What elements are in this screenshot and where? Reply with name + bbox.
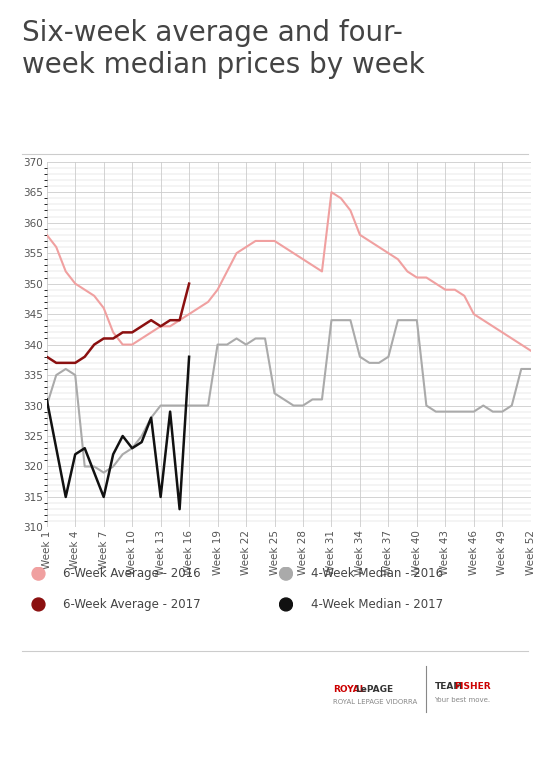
Text: LePAGE: LePAGE xyxy=(355,685,393,694)
Text: ROYAL LEPAGE VIDORRA: ROYAL LEPAGE VIDORRA xyxy=(333,699,417,705)
Text: TEAM: TEAM xyxy=(434,682,463,691)
Circle shape xyxy=(32,567,45,580)
Text: 4-Week Median - 2016: 4-Week Median - 2016 xyxy=(311,567,443,580)
Text: FISHER: FISHER xyxy=(454,682,491,691)
Text: Your best move.: Your best move. xyxy=(434,697,491,703)
Text: 6-Week Average - 2017: 6-Week Average - 2017 xyxy=(63,598,201,611)
Text: 4-Week Median - 2017: 4-Week Median - 2017 xyxy=(311,598,443,611)
Text: Six-week average and four-
week median prices by week: Six-week average and four- week median p… xyxy=(22,19,425,79)
Circle shape xyxy=(32,598,45,611)
Text: ROYAL: ROYAL xyxy=(333,685,365,694)
Text: 6-Week Average - 2016: 6-Week Average - 2016 xyxy=(63,567,201,580)
Circle shape xyxy=(279,567,293,580)
Circle shape xyxy=(279,598,293,611)
